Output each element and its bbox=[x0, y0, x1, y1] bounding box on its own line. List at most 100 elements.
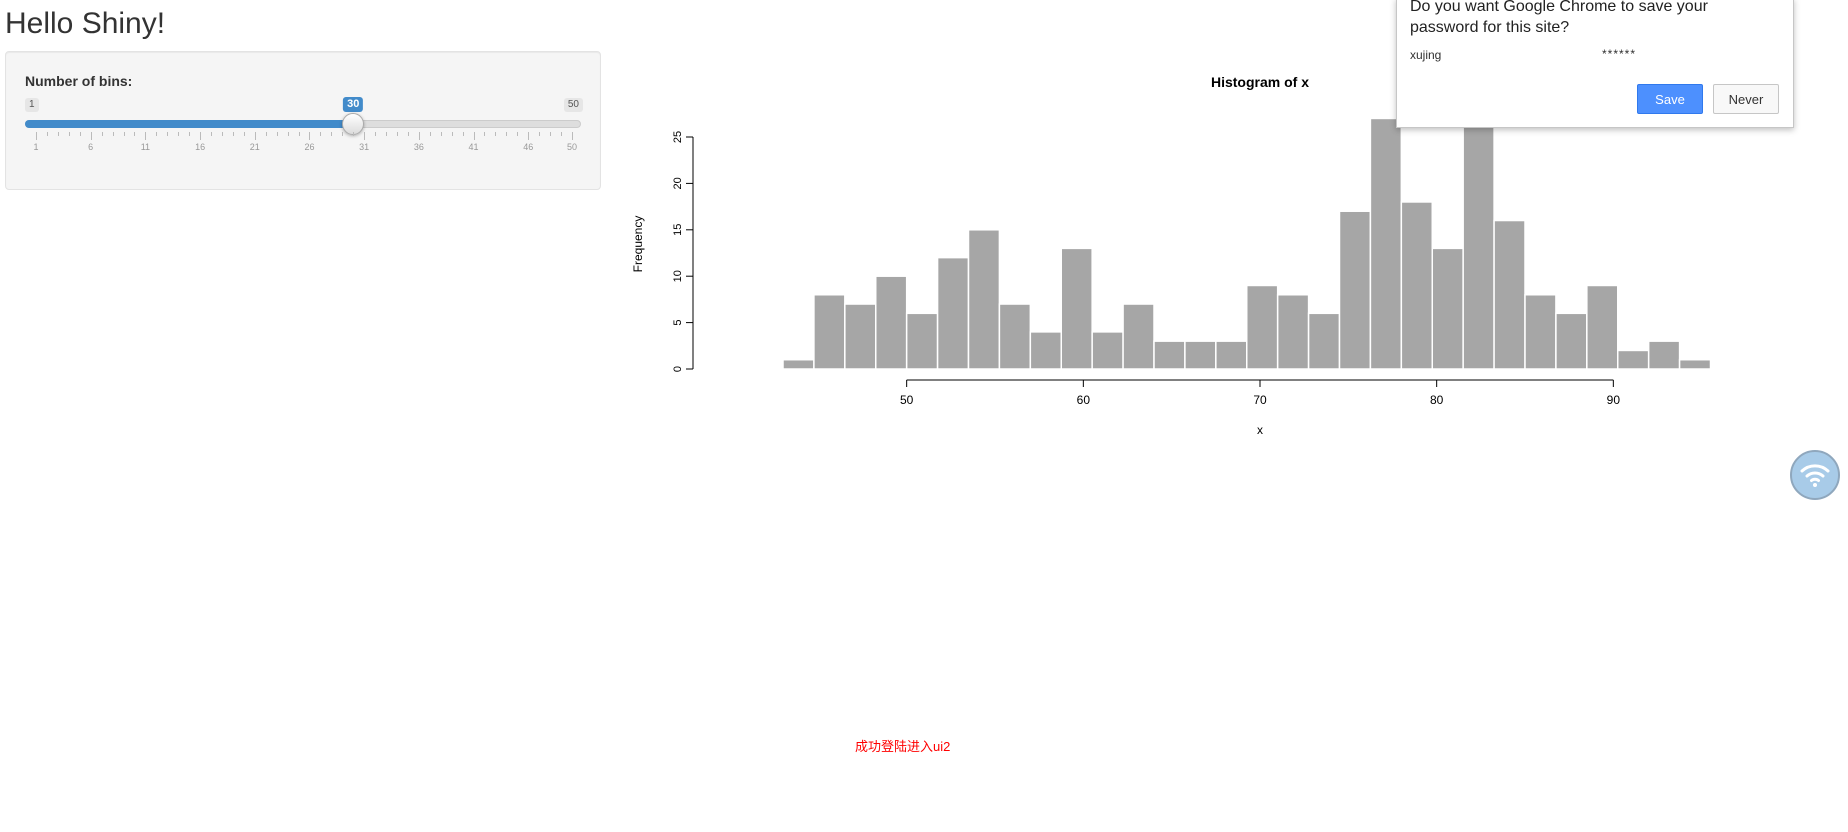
slider-tick bbox=[254, 132, 256, 140]
histogram-bar bbox=[875, 275, 908, 370]
histogram-bar bbox=[1060, 247, 1093, 370]
slider-tick-label: 1 bbox=[33, 142, 39, 152]
dialog-question: Do you want Google Chrome to save your p… bbox=[1410, 0, 1708, 36]
slider-tick bbox=[528, 132, 530, 140]
slider-tick-label: 6 bbox=[88, 142, 94, 152]
wifi-icon bbox=[1800, 464, 1830, 487]
slider-tick bbox=[484, 132, 486, 136]
slider-tick bbox=[134, 132, 136, 136]
slider-tick bbox=[418, 132, 420, 140]
slider-tick bbox=[265, 132, 267, 136]
histogram-bar bbox=[1029, 331, 1063, 370]
slider-tick bbox=[167, 132, 169, 136]
slider-min-label: 1 bbox=[25, 98, 39, 112]
bins-slider[interactable]: 1 50 30 1 6 11 16 21 26 31 36 41 46 50 bbox=[6, 52, 602, 191]
histogram-bar bbox=[1246, 284, 1279, 370]
histogram-bar bbox=[1215, 340, 1248, 370]
save-password-dialog: Do you want Google Chrome to save your p… bbox=[1396, 0, 1794, 128]
y-tick-label: 20 bbox=[672, 177, 684, 189]
histogram-bar bbox=[998, 303, 1032, 370]
slider-tick bbox=[364, 132, 366, 140]
slider-tick bbox=[221, 132, 223, 136]
histogram-bar bbox=[844, 303, 877, 370]
histogram-plot: Histogram of x 0 5 10 15 20 25 Frequency 50 60 70 8… bbox=[620, 60, 1800, 455]
x-tick-label: 80 bbox=[1430, 393, 1444, 407]
histogram-bar bbox=[1184, 340, 1217, 370]
histogram-bar bbox=[1678, 358, 1712, 370]
slider-tick bbox=[473, 132, 475, 140]
floating-wifi-button[interactable] bbox=[1790, 450, 1840, 500]
slider-tick-label: 46 bbox=[523, 142, 534, 152]
slider-tick bbox=[331, 132, 333, 136]
histogram-bar bbox=[1338, 210, 1372, 370]
slider-tick bbox=[287, 132, 289, 136]
y-tick-label: 0 bbox=[672, 366, 684, 372]
histogram-bar bbox=[782, 358, 815, 370]
never-save-button[interactable]: Never bbox=[1713, 84, 1779, 114]
dialog-password: ****** bbox=[1602, 47, 1637, 61]
slider-tick bbox=[232, 132, 234, 136]
histogram-bar bbox=[813, 294, 846, 370]
slider-value-label: 30 bbox=[343, 97, 364, 112]
slider-label: Number of bins: bbox=[25, 73, 133, 89]
save-password-button[interactable]: Save bbox=[1637, 84, 1703, 114]
slider-tick-label: 21 bbox=[249, 142, 260, 152]
x-tick-label: 50 bbox=[900, 393, 914, 407]
slider-tick bbox=[57, 132, 59, 136]
slider-tick bbox=[243, 132, 245, 136]
y-tick-label: 15 bbox=[672, 224, 684, 236]
slider-tick bbox=[462, 132, 464, 136]
slider-tick bbox=[407, 132, 409, 136]
slider-tick bbox=[320, 132, 322, 136]
slider-tick bbox=[539, 132, 541, 136]
histogram-bar bbox=[1153, 340, 1186, 370]
slider-tick bbox=[429, 132, 431, 136]
slider-tick bbox=[550, 132, 552, 136]
slider-tick bbox=[189, 132, 191, 136]
histogram-chart: Histogram of x 0 5 10 15 20 25 Frequency 50 60 70 8… bbox=[631, 74, 1712, 437]
histogram-bar bbox=[1369, 117, 1403, 370]
slider-tick bbox=[101, 132, 103, 136]
slider-tick bbox=[46, 132, 48, 136]
slider-tick bbox=[79, 132, 81, 136]
slider-tick bbox=[440, 132, 442, 136]
x-tick-label: 70 bbox=[1253, 393, 1267, 407]
slider-tick bbox=[200, 132, 202, 140]
slider-tick bbox=[342, 132, 344, 136]
chart-title: Histogram of x bbox=[1211, 74, 1309, 90]
y-tick-label: 10 bbox=[672, 270, 684, 282]
histogram-bar bbox=[1555, 312, 1588, 370]
histogram-bar bbox=[1586, 284, 1619, 370]
slider-tick bbox=[36, 132, 37, 140]
slider-tick bbox=[298, 132, 300, 136]
histogram-bar bbox=[1091, 331, 1124, 370]
slider-tick bbox=[506, 132, 508, 136]
slider-tick bbox=[145, 132, 147, 140]
slider-tick-label: 16 bbox=[195, 142, 206, 152]
slider-tick-label: 11 bbox=[140, 142, 151, 152]
slider-fill bbox=[25, 120, 354, 128]
dialog-username: xujing bbox=[1410, 48, 1442, 62]
slider-tick-label: 50 bbox=[566, 142, 578, 152]
y-axis-label: Frequency bbox=[631, 216, 645, 273]
x-tick-label: 90 bbox=[1607, 393, 1621, 407]
slider-tick bbox=[123, 132, 125, 136]
slider-tick bbox=[451, 132, 453, 136]
slider-tick-label: 26 bbox=[304, 142, 315, 152]
slider-tick bbox=[178, 132, 180, 136]
histogram-bar bbox=[1307, 312, 1341, 370]
slider-tick bbox=[276, 132, 278, 136]
histogram-bar bbox=[1122, 303, 1155, 370]
page-title: Hello Shiny! bbox=[5, 7, 166, 40]
histogram-bar bbox=[1431, 247, 1464, 370]
slider-tick-label: 41 bbox=[468, 142, 479, 152]
histogram-bar bbox=[1524, 294, 1557, 370]
slider-tick bbox=[68, 132, 70, 136]
histogram-bar bbox=[936, 256, 970, 370]
slider-tick bbox=[495, 132, 497, 136]
sidebar-panel: Number of bins: 1 50 30 1 6 11 16 21 26 31 36 41… bbox=[5, 51, 601, 190]
slider-tick bbox=[517, 132, 519, 136]
slider-max-label: 50 bbox=[563, 98, 583, 112]
histogram-bar bbox=[1493, 219, 1526, 370]
histogram-bar bbox=[905, 312, 939, 370]
